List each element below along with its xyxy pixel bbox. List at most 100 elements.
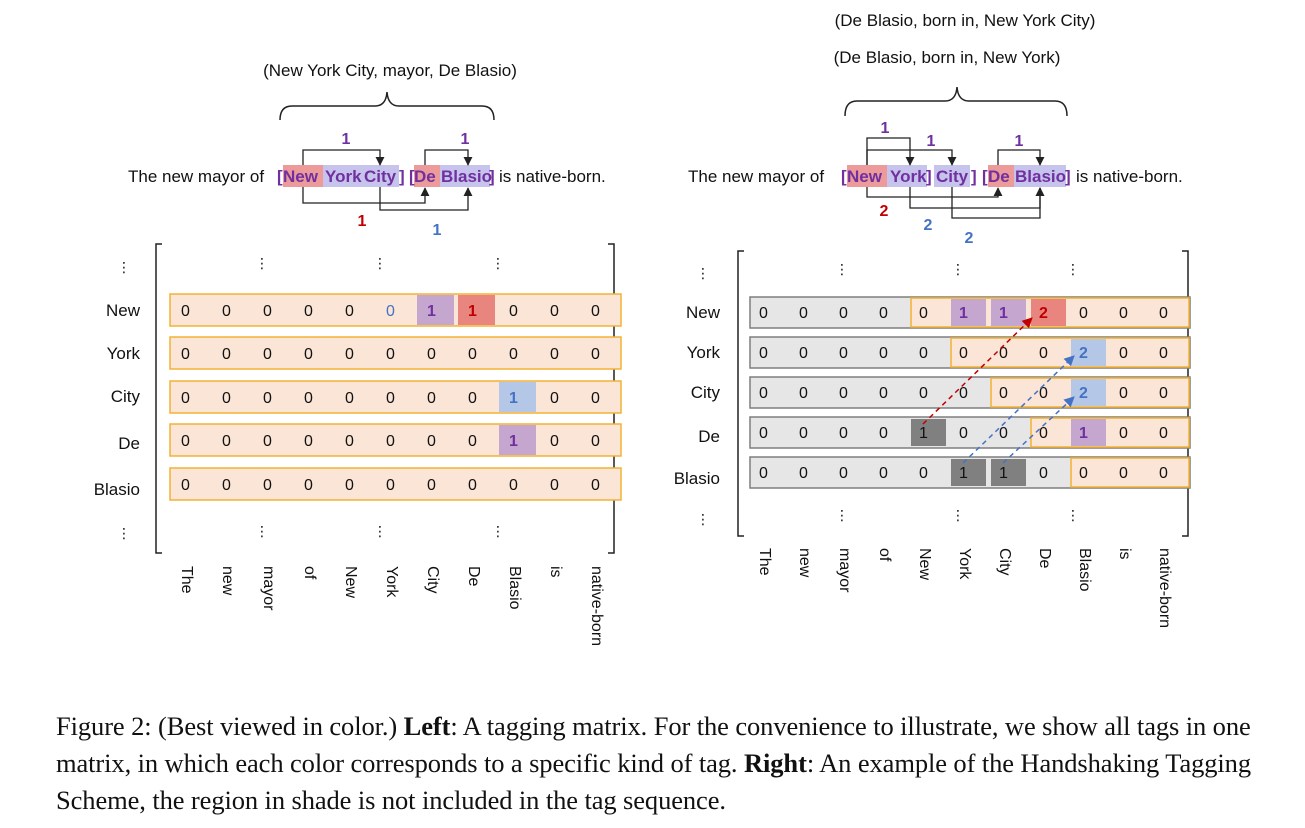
left-cell-value: 0 — [222, 390, 231, 407]
right-cell-value: 0 — [1119, 345, 1128, 362]
left-arc-label-1: 1 — [342, 131, 351, 148]
left-cell-value: 0 — [181, 390, 190, 407]
right-cell-value: 0 — [1079, 465, 1088, 482]
right-arc-label-4: 2 — [880, 203, 889, 220]
hl-new — [283, 165, 323, 187]
right-cell-value: 2 — [1039, 305, 1048, 322]
left-row-label: York — [107, 344, 141, 363]
left-cell-value: 0 — [591, 303, 600, 320]
right-matrix: 0 0 0 0 0 1 1 2 0 0 0 New 0 0 0 0 0 0 0 0 2 0 0 York 0 0 0 0 0 0 0 0 2 0 0… — [674, 262, 1191, 628]
right-cell-value: 0 — [1039, 345, 1048, 362]
left-row-box — [169, 336, 622, 370]
left-cell-value: 0 — [304, 390, 313, 407]
right-col-label: of — [876, 548, 893, 562]
left-triple: (New York City, mayor, De Blasio) — [263, 61, 517, 80]
caption-fig-label: Figure 2: (Best viewed in color.) — [56, 711, 398, 741]
right-col-label: De — [1036, 548, 1053, 569]
right-col-ellipsis: ⋮ — [835, 262, 849, 278]
right-cell-highlight — [991, 299, 1026, 326]
left-col-ellipsis: ⋮ — [491, 524, 505, 540]
left-cell-value: 0 — [222, 303, 231, 320]
left-sentence: The new mayor of [ New York City ] [ De … — [128, 167, 606, 186]
right-col-ellipsis: ⋮ — [1066, 262, 1080, 278]
right-cell-value: 0 — [999, 345, 1008, 362]
left-cell-value: 0 — [427, 346, 436, 363]
left-cell-value: 0 — [386, 346, 395, 363]
hl-de — [414, 165, 440, 187]
left-cell-value: 0 — [181, 477, 190, 494]
right-cell-value: 0 — [759, 425, 768, 442]
left-cell-value: 0 — [345, 390, 354, 407]
right-cell-highlight — [1031, 299, 1066, 326]
right-cell-highlight — [1071, 379, 1106, 406]
left-cell-value: 0 — [386, 303, 395, 320]
right-matrix-bracket-left — [737, 250, 744, 537]
left-row-label: City — [111, 387, 141, 406]
right-cell-highlight — [1071, 419, 1106, 446]
left-arc-sh-new-de — [302, 187, 430, 204]
right-brace — [844, 86, 1068, 117]
left-cell-value: 0 — [550, 433, 559, 450]
right-cell-value: 0 — [999, 385, 1008, 402]
left-cell-value: 0 — [222, 346, 231, 363]
left-row-box — [169, 293, 622, 327]
left-matrix: 0 0 0 0 0 0 1 1 0 0 0 New 0 0 0 0 0 0 0 0 0 0 0 York 0 0 0 0 0 0 0 0 1 0 0… — [94, 256, 622, 646]
right-arcs — [866, 137, 1045, 219]
left-cell-value: 0 — [263, 346, 272, 363]
right-cell-value: 0 — [879, 425, 888, 442]
left-col-ellipsis: ⋮ — [373, 524, 387, 540]
right-cell-value: 0 — [799, 465, 808, 482]
right-row-ellipsis: ⋮ — [696, 512, 710, 528]
caption-right-text: : An example of the Handshaking Tagging … — [56, 748, 1251, 815]
hl-blasio — [440, 165, 490, 187]
left-cell-value: 0 — [509, 477, 518, 494]
right-arc-label-1: 1 — [881, 120, 890, 137]
right-cell-value: 1 — [959, 465, 968, 482]
left-cell-value: 0 — [304, 477, 313, 494]
right-cell-value: 0 — [959, 425, 968, 442]
left-cell-value: 0 — [591, 433, 600, 450]
right-cell-value: 0 — [839, 465, 848, 482]
left-cell-value: 0 — [427, 433, 436, 450]
left-col-label: City — [424, 566, 441, 594]
left-cell-value: 0 — [181, 303, 190, 320]
right-cell-value: 0 — [839, 425, 848, 442]
right-cell-value: 0 — [1119, 385, 1128, 402]
right-col-label: Blasio — [1076, 548, 1093, 592]
left-cell-value: 0 — [304, 433, 313, 450]
right-cell-value: 0 — [879, 345, 888, 362]
left-row-box — [169, 467, 622, 501]
map-arrow-blue-2 — [1002, 396, 1075, 464]
left-cell-value: 0 — [509, 303, 518, 320]
figure-2: (New York City, mayor, De Blasio) The ne… — [94, 11, 1191, 646]
left-cell-value: 0 — [550, 303, 559, 320]
left-col-ellipsis: ⋮ — [255, 524, 269, 540]
right-cell-value: 0 — [959, 385, 968, 402]
right-col-label: new — [796, 548, 813, 578]
caption-left-text: : A tagging matrix. For the convenience … — [56, 711, 1251, 778]
left-cell-value: 0 — [550, 346, 559, 363]
right-cell-value: 0 — [1159, 385, 1168, 402]
left-row-ellipsis: ⋮ — [117, 260, 131, 276]
left-col-ellipsis: ⋮ — [255, 256, 269, 272]
right-cell-value: 0 — [999, 425, 1008, 442]
left-arc-label-3: 1 — [358, 213, 367, 230]
left-cell-value: 0 — [468, 433, 477, 450]
left-brace — [279, 91, 495, 121]
right-cell-value: 0 — [1119, 305, 1128, 322]
hl-york-city — [323, 165, 399, 187]
right-arc-head-new-city — [866, 149, 957, 166]
left-row-label: New — [106, 301, 141, 320]
right-cell-value: 0 — [1159, 305, 1168, 322]
right-cell-value: 0 — [1159, 425, 1168, 442]
left-cell-value: 0 — [181, 346, 190, 363]
right-arc-label-5: 2 — [924, 217, 933, 234]
map-arrow-red — [922, 317, 1033, 425]
right-cell-value: 0 — [839, 345, 848, 362]
left-col-label: of — [301, 566, 318, 580]
right-col-label: New — [916, 548, 933, 580]
right-col-ellipsis: ⋮ — [951, 262, 965, 278]
right-cell-value: 0 — [1119, 465, 1128, 482]
right-col-label: City — [996, 548, 1013, 576]
left-col-label: De — [465, 566, 482, 587]
